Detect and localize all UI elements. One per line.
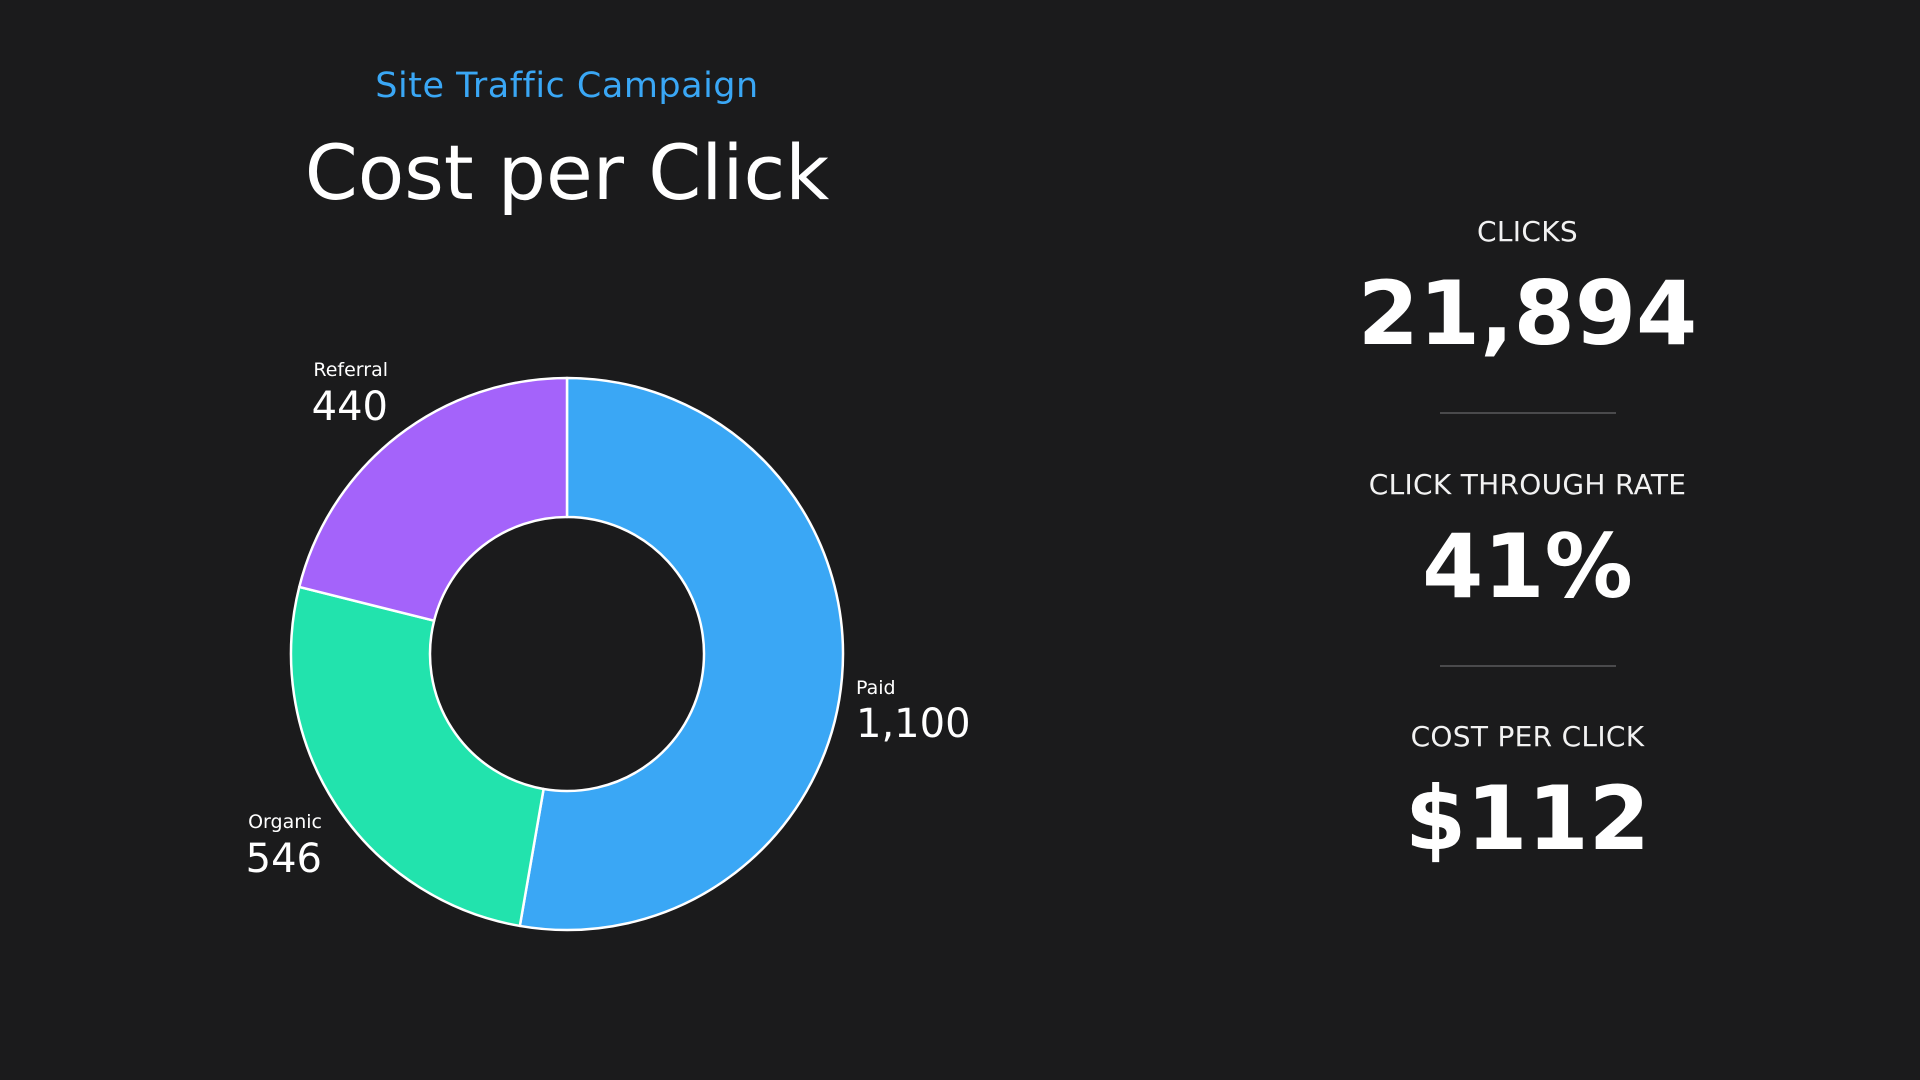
stat-ctr-value: 41%	[1422, 515, 1633, 618]
slice-value-organic: 546	[246, 836, 322, 882]
donut-slice-organic	[289, 585, 545, 928]
stat-divider	[1440, 665, 1616, 667]
slice-label-organic: Organic	[248, 811, 322, 833]
stats-panel: CLICKS 21,894 CLICK THROUGH RATE 41% COS…	[1330, 0, 1725, 1080]
slice-label-referral: Referral	[313, 359, 388, 381]
stat-cpc: COST PER CLICK $112	[1330, 720, 1725, 863]
stat-cpc-label: COST PER CLICK	[1410, 720, 1645, 753]
stat-clicks-label: CLICKS	[1477, 215, 1578, 248]
stat-ctr-label: CLICK THROUGH RATE	[1368, 468, 1687, 501]
page-title: Cost per Click	[304, 128, 830, 217]
stat-ctr: CLICK THROUGH RATE 41%	[1330, 468, 1725, 611]
slice-label-paid: Paid	[856, 677, 896, 699]
donut-slices	[289, 376, 845, 932]
donut-slice-referral	[298, 376, 569, 622]
donut-slice-paid	[518, 376, 845, 932]
stat-clicks: CLICKS 21,894	[1330, 215, 1725, 358]
stat-cpc-value: $112	[1405, 767, 1650, 870]
slice-value-paid: 1,100	[856, 701, 971, 747]
campaign-subtitle: Site Traffic Campaign	[375, 66, 759, 106]
slice-value-referral: 440	[312, 384, 388, 430]
stat-divider	[1440, 412, 1616, 414]
stat-clicks-value: 21,894	[1357, 262, 1698, 365]
